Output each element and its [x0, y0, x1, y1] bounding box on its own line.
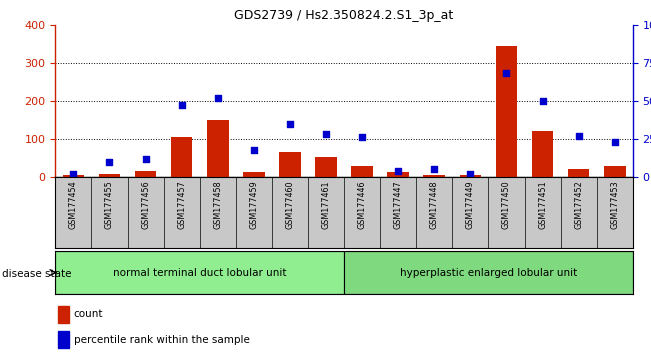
Text: GSM177448: GSM177448 — [430, 181, 439, 229]
Bar — [207, 120, 229, 177]
Text: GSM177447: GSM177447 — [394, 181, 403, 229]
Bar — [135, 171, 156, 177]
Text: GSM177456: GSM177456 — [141, 181, 150, 229]
Point — [537, 98, 547, 104]
Bar — [279, 152, 301, 177]
Bar — [315, 157, 337, 177]
Point — [357, 135, 367, 140]
Bar — [532, 131, 553, 177]
Bar — [387, 172, 409, 177]
Text: GSM177449: GSM177449 — [466, 181, 475, 229]
Bar — [243, 172, 265, 177]
Text: GSM177460: GSM177460 — [285, 181, 294, 229]
Point — [104, 159, 115, 165]
Text: GSM177453: GSM177453 — [610, 181, 619, 229]
Text: GSM177458: GSM177458 — [214, 181, 222, 229]
Point — [176, 103, 187, 108]
Bar — [604, 166, 626, 177]
Text: GSM177452: GSM177452 — [574, 181, 583, 229]
Point — [284, 121, 295, 127]
Text: GSM177461: GSM177461 — [322, 181, 331, 229]
Text: GSM177459: GSM177459 — [249, 181, 258, 229]
Bar — [460, 175, 481, 177]
Text: hyperplastic enlarged lobular unit: hyperplastic enlarged lobular unit — [400, 268, 577, 278]
Point — [141, 156, 151, 161]
Text: count: count — [74, 309, 104, 319]
Point — [609, 139, 620, 145]
Bar — [58, 331, 68, 348]
Text: GSM177451: GSM177451 — [538, 181, 547, 229]
Point — [68, 171, 79, 177]
Bar — [344, 251, 633, 294]
Text: percentile rank within the sample: percentile rank within the sample — [74, 335, 250, 345]
Text: GSM177455: GSM177455 — [105, 181, 114, 229]
Bar — [62, 175, 84, 177]
Text: disease state: disease state — [2, 269, 72, 279]
Point — [574, 133, 584, 139]
Text: normal terminal duct lobular unit: normal terminal duct lobular unit — [113, 268, 286, 278]
Point — [429, 167, 439, 172]
Bar — [55, 251, 344, 294]
Point — [212, 95, 223, 101]
Point — [321, 132, 331, 137]
Bar — [58, 306, 68, 323]
Text: GSM177454: GSM177454 — [69, 181, 78, 229]
Point — [249, 147, 259, 153]
Text: GSM177450: GSM177450 — [502, 181, 511, 229]
Title: GDS2739 / Hs2.350824.2.S1_3p_at: GDS2739 / Hs2.350824.2.S1_3p_at — [234, 9, 454, 22]
Bar — [352, 166, 373, 177]
Point — [501, 71, 512, 76]
Bar — [495, 46, 518, 177]
Text: GSM177446: GSM177446 — [357, 181, 367, 229]
Bar — [99, 174, 120, 177]
Point — [465, 171, 476, 177]
Point — [393, 168, 404, 174]
Text: GSM177457: GSM177457 — [177, 181, 186, 229]
Bar — [568, 169, 589, 177]
Bar — [171, 137, 193, 177]
Bar — [423, 175, 445, 177]
